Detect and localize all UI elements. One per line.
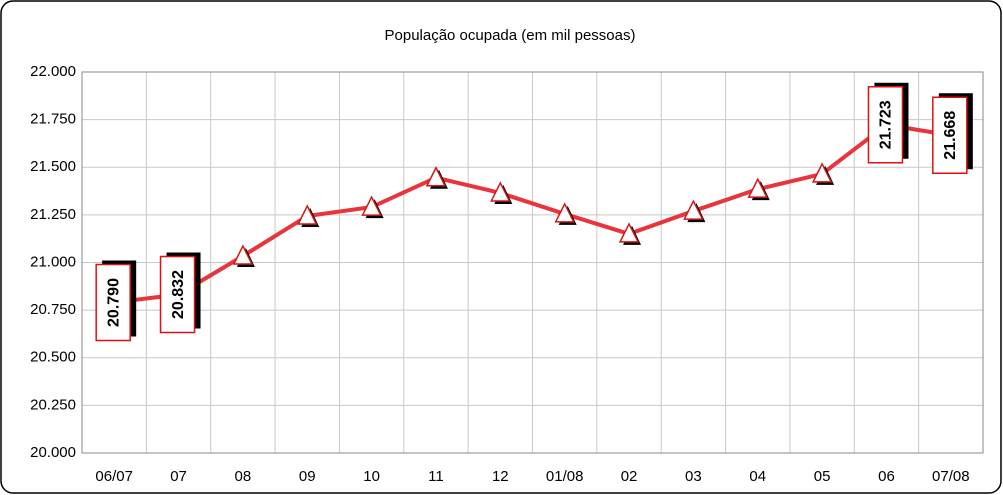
value-label: 21.668 xyxy=(942,111,959,160)
data-label: 20.832 xyxy=(159,252,201,334)
marker xyxy=(618,222,640,243)
x-tick-label: 10 xyxy=(363,468,380,485)
x-tick-label: 08 xyxy=(235,468,252,485)
marker xyxy=(232,244,254,265)
data-label: 20.790 xyxy=(95,260,137,342)
marker xyxy=(811,162,833,183)
y-tick-label: 21.500 xyxy=(30,158,76,175)
y-tick-label: 21.750 xyxy=(30,111,76,128)
label-box xyxy=(159,255,196,334)
x-tick-label: 07/08 xyxy=(932,468,970,485)
x-tick-label: 02 xyxy=(621,468,638,485)
y-tick-label: 20.750 xyxy=(30,301,76,318)
data-line xyxy=(113,122,952,305)
marker xyxy=(425,166,447,187)
marker xyxy=(554,202,575,223)
value-label: 21.723 xyxy=(878,100,895,149)
y-tick-label: 21.250 xyxy=(30,206,76,223)
x-tick-label: 06 xyxy=(878,468,895,485)
plot-border xyxy=(81,71,984,454)
marker xyxy=(490,181,511,202)
label-box xyxy=(867,86,904,164)
label-box xyxy=(932,96,968,174)
x-tick-label: 03 xyxy=(685,468,702,485)
marker xyxy=(297,204,318,225)
y-tick-label: 22.000 xyxy=(30,63,76,80)
x-tick-label: 01/08 xyxy=(546,468,584,485)
y-tick-label: 20.500 xyxy=(30,349,76,366)
x-tick-label: 09 xyxy=(299,468,316,485)
value-label: 20.832 xyxy=(170,270,187,319)
x-tick-label: 12 xyxy=(492,468,509,485)
x-tick-label: 04 xyxy=(749,468,766,485)
y-tick-label: 21.000 xyxy=(30,253,76,270)
x-tick-label: 11 xyxy=(428,468,444,485)
x-tick-label: 05 xyxy=(814,468,831,485)
label-box xyxy=(95,263,131,342)
x-tick-label: 06/07 xyxy=(95,468,133,485)
marker xyxy=(683,199,704,220)
y-tick-label: 20.250 xyxy=(30,396,76,413)
data-label: 21.723 xyxy=(867,82,909,164)
value-label: 20.790 xyxy=(105,278,122,327)
marker xyxy=(361,195,382,216)
data-label: 21.668 xyxy=(932,93,973,174)
x-tick-label: 07 xyxy=(170,468,187,485)
chart-title: População ocupada (em mil pessoas) xyxy=(385,27,636,44)
y-tick-label: 20.000 xyxy=(30,444,76,461)
marker xyxy=(747,177,768,198)
